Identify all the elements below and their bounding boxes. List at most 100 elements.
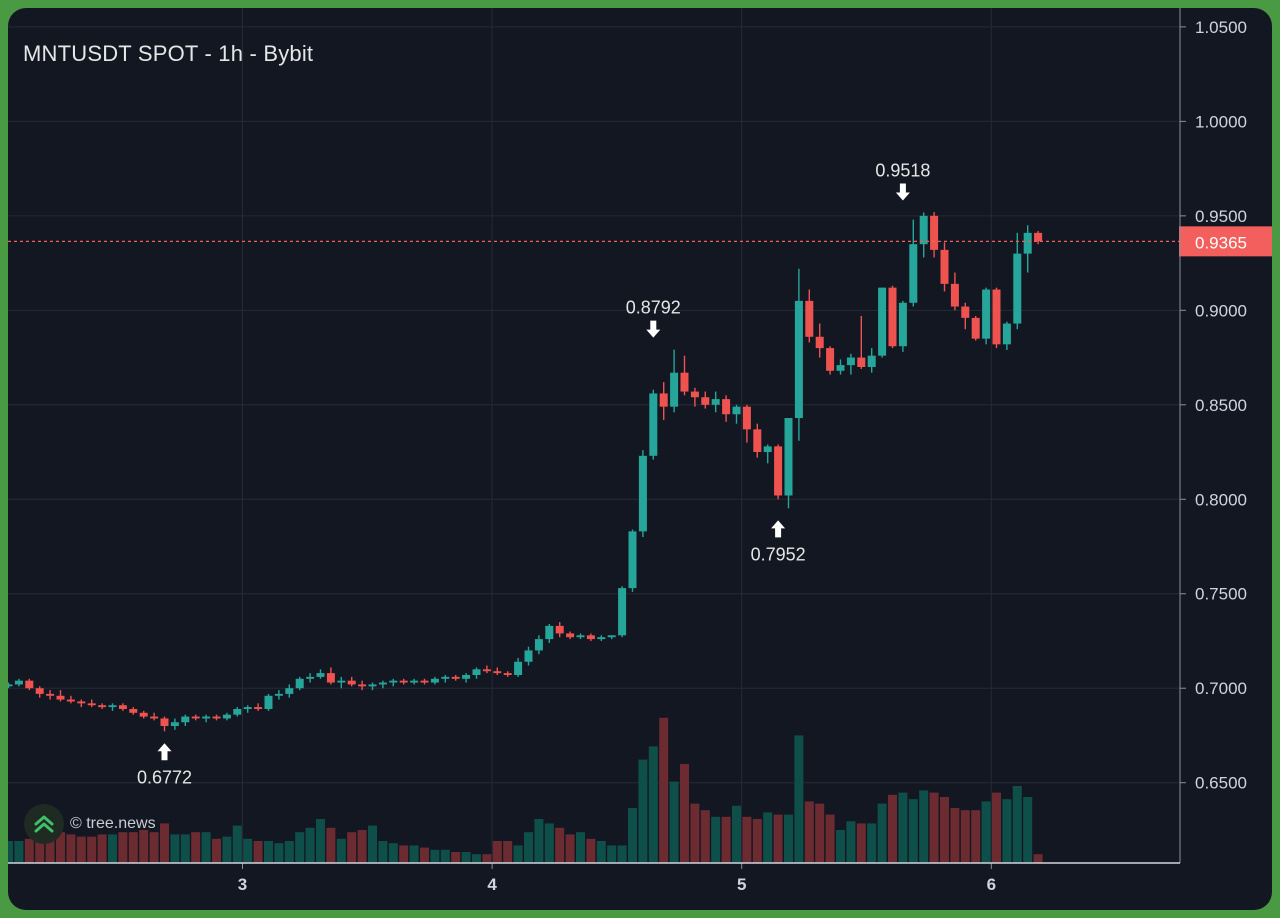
candle-body: [316, 673, 325, 677]
volume-bar: [638, 759, 648, 863]
candle-body: [493, 671, 502, 674]
volume-bar: [347, 832, 357, 863]
chart-title: MNTUSDT SPOT - 1h - Bybit: [23, 41, 314, 66]
candle-body: [222, 714, 231, 719]
volume-bar: [97, 834, 107, 863]
annotation-label: 0.9518: [875, 160, 930, 180]
candle-body: [857, 357, 866, 368]
candle-body: [451, 676, 460, 679]
last-price-line: 0.9365: [8, 226, 1272, 257]
candle-body: [961, 306, 970, 318]
volume-bar: [440, 849, 450, 863]
volume-bar: [212, 838, 221, 863]
candle-body: [878, 287, 887, 356]
candle-body: [1013, 253, 1022, 324]
candle-body: [618, 588, 627, 636]
candle-body: [170, 722, 179, 727]
volume-bar: [888, 794, 897, 863]
volume-bar: [45, 836, 55, 863]
x-tick-label: 3: [238, 875, 247, 894]
y-tick-label: 1.0000: [1195, 112, 1247, 131]
candle-body: [971, 317, 980, 339]
y-tick-label: 1.0500: [1195, 18, 1247, 37]
volume-bar: [191, 832, 201, 863]
volume-bar: [711, 816, 721, 863]
candle-body: [108, 705, 117, 708]
volume-bar: [66, 834, 76, 863]
volume-bar: [804, 801, 814, 863]
candle-body: [950, 283, 959, 307]
volume-bar: [222, 836, 232, 863]
volume-bar: [1033, 854, 1043, 863]
last-price-label: 0.9365: [1195, 233, 1247, 252]
candle-body: [763, 446, 772, 453]
volume-bar: [607, 845, 617, 863]
volume-bar: [784, 814, 793, 863]
candle-body: [597, 637, 606, 640]
candle-body: [129, 709, 138, 713]
candle-body: [98, 705, 107, 708]
candle-body: [1034, 232, 1043, 242]
volume-bar: [1012, 786, 1022, 863]
volume-bar: [659, 717, 669, 863]
volume-bar: [8, 841, 13, 863]
candle-body: [836, 365, 845, 371]
y-tick-label: 0.8500: [1195, 396, 1247, 415]
volume-bar: [524, 832, 533, 863]
volume-bar: [742, 816, 752, 863]
candle-body: [909, 244, 918, 303]
candle-body: [846, 357, 855, 366]
candle-body: [930, 215, 939, 250]
volume-bar: [253, 841, 263, 863]
candle-body: [815, 336, 824, 349]
volume-bar: [669, 781, 679, 863]
volume-bar: [763, 812, 773, 863]
candle-body: [212, 716, 221, 719]
volume-bar: [513, 845, 523, 863]
volume-bar: [118, 832, 128, 863]
volume-bar: [305, 827, 315, 863]
volume-bar: [472, 854, 481, 863]
watermark-text: © tree.news: [70, 815, 156, 832]
volume-bar: [399, 845, 409, 863]
volume-bar: [846, 821, 856, 863]
volume-bar: [14, 841, 24, 863]
candle-body: [482, 669, 491, 672]
y-tick-label: 0.8000: [1195, 490, 1247, 509]
candle-body: [472, 669, 481, 675]
candle-body: [150, 716, 159, 719]
candle-body: [410, 680, 419, 683]
volume-bar: [690, 803, 700, 863]
volume-bar: [451, 852, 461, 863]
annotation-label: 0.8792: [626, 298, 681, 318]
candle-body: [118, 705, 127, 710]
volume-bar: [492, 841, 502, 863]
candle-body: [430, 678, 439, 683]
volume-bar: [992, 792, 1001, 863]
volume-bar: [586, 838, 596, 863]
chart-frame: 0.9365 0.6772 0.8792 0.7952 0.9518 1.0500 1.…: [8, 8, 1272, 910]
volume-bar: [617, 845, 627, 863]
candle-body: [586, 635, 595, 640]
candle-body: [191, 716, 200, 719]
volume-bar: [773, 814, 783, 863]
candle-body: [638, 455, 647, 532]
candle-body: [711, 399, 720, 405]
volume-bar: [836, 830, 845, 863]
candle-body: [378, 682, 387, 685]
candle-body: [576, 635, 585, 638]
candle-body: [888, 287, 897, 347]
volume-bars: [8, 717, 1043, 863]
volume-bar: [867, 823, 877, 863]
candle-body: [347, 680, 356, 685]
y-tick-label: 0.9000: [1195, 301, 1247, 320]
volume-bar: [732, 805, 741, 863]
candle-body: [368, 684, 377, 687]
candle-body: [56, 695, 65, 700]
volume-bar: [461, 852, 471, 863]
candle-body: [701, 397, 710, 405]
volume-bar: [940, 797, 949, 863]
candle-body: [628, 531, 637, 589]
volume-bar: [128, 832, 138, 863]
